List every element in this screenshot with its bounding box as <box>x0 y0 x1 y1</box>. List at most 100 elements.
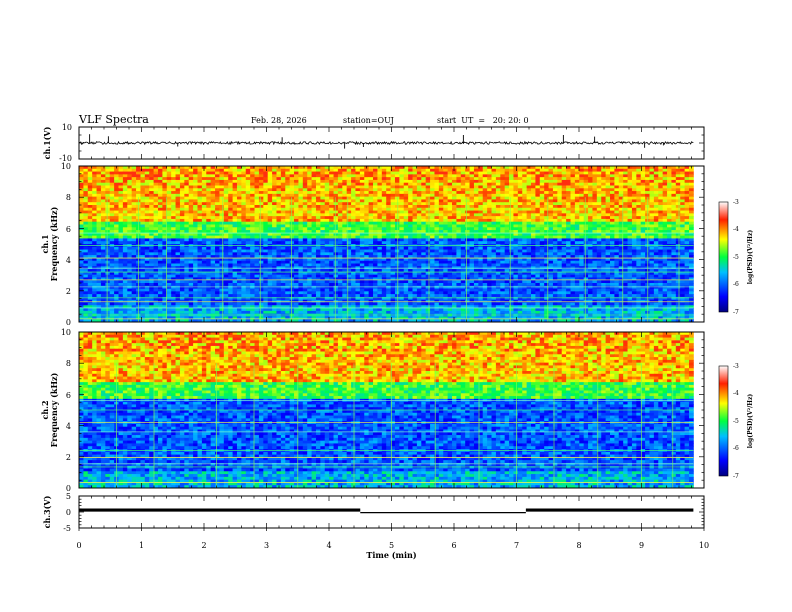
spectrogram-cell <box>109 177 115 181</box>
spectrogram-cell <box>614 202 620 206</box>
spectrogram-cell <box>206 216 212 220</box>
spectrogram-cell <box>329 249 334 253</box>
spectrogram-cell <box>377 227 383 231</box>
spectrogram-cell <box>175 221 181 225</box>
spectrogram-cell <box>596 246 602 250</box>
spectrogram-cell <box>337 191 343 195</box>
spectrogram-cell <box>552 224 558 228</box>
spectrogram-cell <box>631 255 637 259</box>
spectrogram-cell <box>605 255 611 259</box>
spectrogram-cell <box>421 257 427 262</box>
spectrogram-cell <box>294 257 299 262</box>
spectrogram-cell <box>495 230 501 234</box>
spectrogram-cell <box>623 216 628 220</box>
spectrogram-cell <box>144 241 150 245</box>
spectrogram-cell <box>197 171 203 175</box>
spectrogram-cell <box>219 213 225 217</box>
spectrogram-cell <box>627 227 633 231</box>
spectrogram-cell <box>245 249 251 253</box>
spectrogram-cell <box>509 221 514 225</box>
spectrogram-cell <box>219 177 225 181</box>
spectrogram-cell <box>96 232 102 237</box>
spectrogram-cell <box>188 182 194 186</box>
spectrogram-cell <box>631 202 637 206</box>
spectrogram-cell <box>574 199 580 203</box>
spectrogram-cell <box>667 185 672 189</box>
spectrogram-cell <box>482 235 488 239</box>
spectrogram-cell <box>179 182 185 186</box>
spectrogram-cell <box>390 171 396 175</box>
spectrogram-cell <box>298 174 304 178</box>
spectrogram-cell <box>447 207 453 211</box>
spectrogram-cell <box>513 174 519 178</box>
spectrogram-cell <box>469 241 475 245</box>
spectrogram-cell <box>140 235 146 239</box>
spectrogram-cell <box>171 235 176 239</box>
spectrogram-cell <box>544 221 549 225</box>
spectrogram-cell <box>276 238 282 242</box>
spectrogram-cell <box>232 205 238 209</box>
spectrogram-cell <box>425 166 431 170</box>
spectrogram-cell <box>315 224 321 228</box>
spectrogram-cell <box>688 241 694 245</box>
spectrogram-cell <box>289 202 295 206</box>
spectrogram-cell <box>83 246 89 250</box>
spectrogram-cell <box>153 227 159 231</box>
spectrogram-cell <box>184 235 190 239</box>
spectrogram-cell <box>649 185 655 189</box>
spectrogram-cell <box>443 166 449 170</box>
spectrogram-cell <box>250 246 255 250</box>
spectrogram-cell <box>456 235 462 239</box>
spectrogram-cell <box>315 193 321 198</box>
spectrogram-cell <box>131 210 137 214</box>
spectrogram-cell <box>162 188 168 192</box>
spectrogram-cell <box>184 185 190 189</box>
spectrogram-cell <box>87 227 93 231</box>
spectrogram-cell <box>179 230 185 234</box>
spectrogram-cell <box>592 230 598 234</box>
spectrogram-cell <box>588 213 593 217</box>
spectrogram-cell <box>557 168 563 172</box>
spectrogram-cell <box>272 177 277 181</box>
spectrogram-cell <box>561 213 567 217</box>
spectrogram-cell <box>96 188 102 192</box>
spectrogram-cell <box>272 191 277 195</box>
spectrogram-cell <box>430 182 435 186</box>
spectrogram-cell <box>258 238 264 242</box>
spectrogram-cell <box>583 221 589 225</box>
spectrogram-cell <box>232 241 238 245</box>
spectrogram-cell <box>241 193 247 198</box>
spectrogram-cell <box>171 179 176 184</box>
spectrogram-cell <box>513 249 519 253</box>
spectrogram-cell <box>127 249 133 253</box>
spectrogram-cell <box>232 182 238 186</box>
spectrogram-cell <box>478 191 484 195</box>
spectrogram-cell <box>456 249 462 253</box>
spectrogram-cell <box>386 177 391 181</box>
spectrogram-cell <box>517 246 523 250</box>
spectrogram-cell <box>592 235 598 239</box>
spectrogram-cell <box>390 260 396 264</box>
spectrogram-cell <box>403 241 409 245</box>
spectrogram-cell <box>456 210 462 214</box>
spectrogram-cell <box>500 241 506 245</box>
spectrogram-cell <box>337 199 343 203</box>
spectrogram-cell <box>653 249 659 253</box>
spectrogram-cell <box>285 224 291 228</box>
spectrogram-cell <box>219 205 225 209</box>
spectrogram-cell <box>601 193 607 198</box>
spectrogram-cell <box>131 188 137 192</box>
spectrogram-cell <box>333 182 339 186</box>
spectrogram-cell <box>175 174 181 178</box>
spectrogram-cell <box>653 185 659 189</box>
spectrogram-cell <box>456 193 462 198</box>
spectrogram-cell <box>469 168 475 172</box>
spectrogram-cell <box>627 199 633 203</box>
spectrogram-cell <box>658 232 664 237</box>
spectrogram-cell <box>258 224 264 228</box>
spectrogram-cell <box>412 249 418 253</box>
spectrogram-cell <box>570 177 576 181</box>
spectrogram-cell <box>517 257 523 262</box>
spectrogram-cell <box>482 260 488 264</box>
spectrogram-cell <box>688 246 694 250</box>
